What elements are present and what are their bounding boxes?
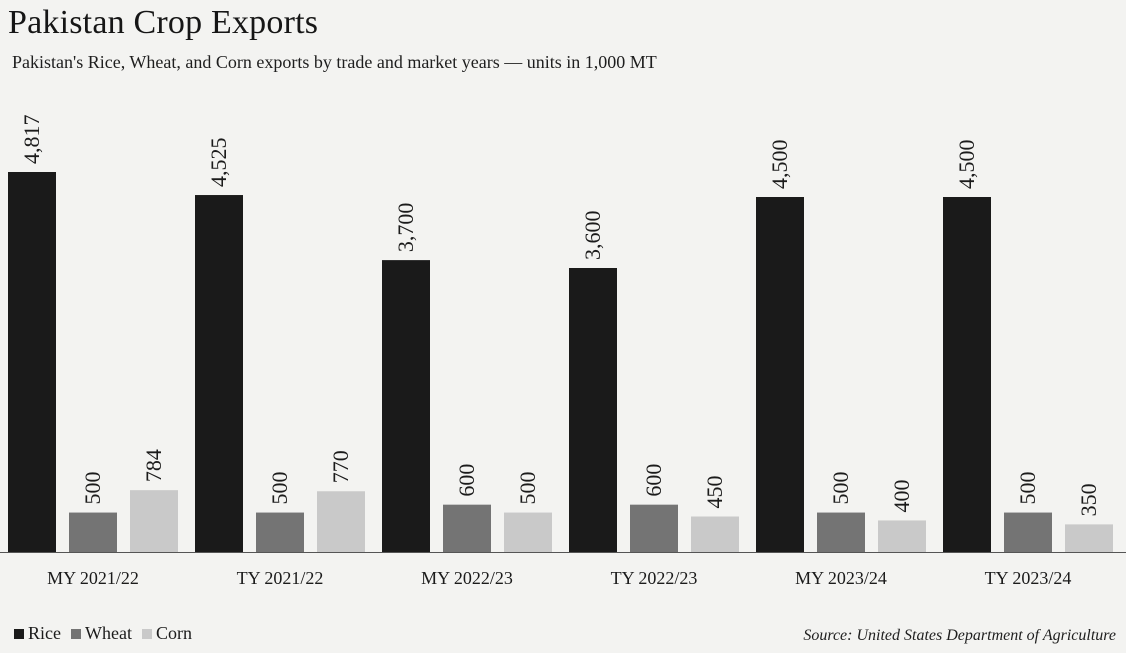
- data-label-rice-2: 4,525: [206, 138, 231, 188]
- x-tick-label-3: MY 2022/23: [421, 568, 513, 588]
- bar-corn-2: [317, 491, 365, 552]
- legend-label-wheat: Wheat: [85, 623, 132, 643]
- x-tick-label-4: TY 2022/23: [611, 568, 698, 588]
- legend-swatch-wheat: [71, 628, 81, 639]
- data-label-rice-6: 4,500: [954, 140, 979, 190]
- data-label-corn-2: 770: [328, 450, 353, 483]
- legend-label-rice: Rice: [28, 623, 61, 643]
- legend-swatch-corn: [141, 628, 152, 639]
- data-label-rice-4: 3,600: [580, 211, 605, 261]
- legend: Rice Wheat Corn: [14, 623, 192, 644]
- bar-corn-6: [1065, 524, 1113, 552]
- bar-rice-2: [195, 195, 243, 552]
- data-label-wheat-5: 500: [828, 472, 853, 505]
- data-label-corn-6: 350: [1076, 483, 1101, 516]
- x-tick-label-1: MY 2021/22: [47, 568, 139, 588]
- bar-corn-3: [504, 512, 552, 552]
- bar-wheat-4: [630, 504, 678, 552]
- bar-corn-1: [130, 490, 178, 552]
- bar-chart: 4,817 500 784 MY 2021/22 4,525 500 770 TY 2021/…: [0, 115, 1126, 588]
- x-tick-label-2: TY 2021/22: [237, 568, 324, 588]
- x-tick-label-6: TY 2023/24: [985, 568, 1072, 588]
- legend-item-corn: Corn: [141, 623, 192, 644]
- data-label-rice-1: 4,817: [19, 115, 44, 165]
- data-label-rice-5: 4,500: [767, 140, 792, 190]
- bar-wheat-1: [69, 512, 117, 552]
- data-label-corn-5: 400: [889, 479, 914, 512]
- data-label-rice-3: 3,700: [393, 203, 418, 253]
- data-label-wheat-6: 500: [1015, 472, 1040, 505]
- data-label-corn-1: 784: [141, 449, 166, 482]
- chart-subtitle: Pakistan's Rice, Wheat, and Corn exports…: [12, 52, 657, 72]
- bar-corn-5: [878, 520, 926, 552]
- bar-rice-6: [943, 197, 991, 552]
- bar-corn-4: [691, 516, 739, 552]
- x-tick-label-5: MY 2023/24: [795, 568, 887, 588]
- source-note: Source: United States Department of Agri…: [803, 627, 1116, 644]
- bar-wheat-5: [817, 512, 865, 552]
- legend-label-corn: Corn: [155, 623, 192, 643]
- data-label-wheat-3: 600: [454, 464, 479, 497]
- data-label-wheat-1: 500: [80, 472, 105, 505]
- bar-wheat-3: [443, 504, 491, 552]
- data-label-corn-3: 500: [515, 472, 540, 505]
- bar-rice-4: [569, 268, 617, 552]
- bar-rice-3: [382, 260, 430, 552]
- legend-item-rice: Rice: [14, 623, 61, 644]
- bar-wheat-6: [1004, 512, 1052, 552]
- data-label-wheat-2: 500: [267, 472, 292, 505]
- data-label-corn-4: 450: [702, 476, 727, 509]
- data-label-wheat-4: 600: [641, 464, 666, 497]
- legend-swatch-rice: [14, 628, 24, 639]
- legend-item-wheat: Wheat: [71, 623, 132, 644]
- chart-title: Pakistan Crop Exports: [8, 4, 319, 41]
- bar-wheat-2: [256, 512, 304, 552]
- bar-rice-1: [8, 172, 56, 552]
- bar-rice-5: [756, 197, 804, 552]
